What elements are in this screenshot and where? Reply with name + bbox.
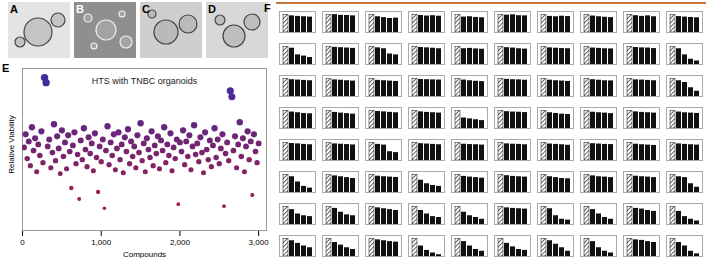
svg-text:2,000: 2,000 [170, 238, 191, 247]
svg-text:HTS with TNBC organoids: HTS with TNBC organoids [92, 76, 198, 86]
html-text:A: A [10, 3, 18, 15]
svg-text:3,000: 3,000 [249, 238, 270, 247]
svg-text:0: 0 [20, 238, 25, 247]
html-text:F: F [264, 2, 271, 14]
html-text:B: B [76, 3, 84, 15]
html-text:E: E [2, 62, 10, 74]
html-text:D: D [208, 3, 216, 15]
svg-text:Compounds: Compounds [123, 250, 166, 259]
svg-text:1,000: 1,000 [91, 238, 112, 247]
html-text:C: C [142, 3, 150, 15]
html-text:Relative Viability: Relative Viability [6, 115, 16, 174]
